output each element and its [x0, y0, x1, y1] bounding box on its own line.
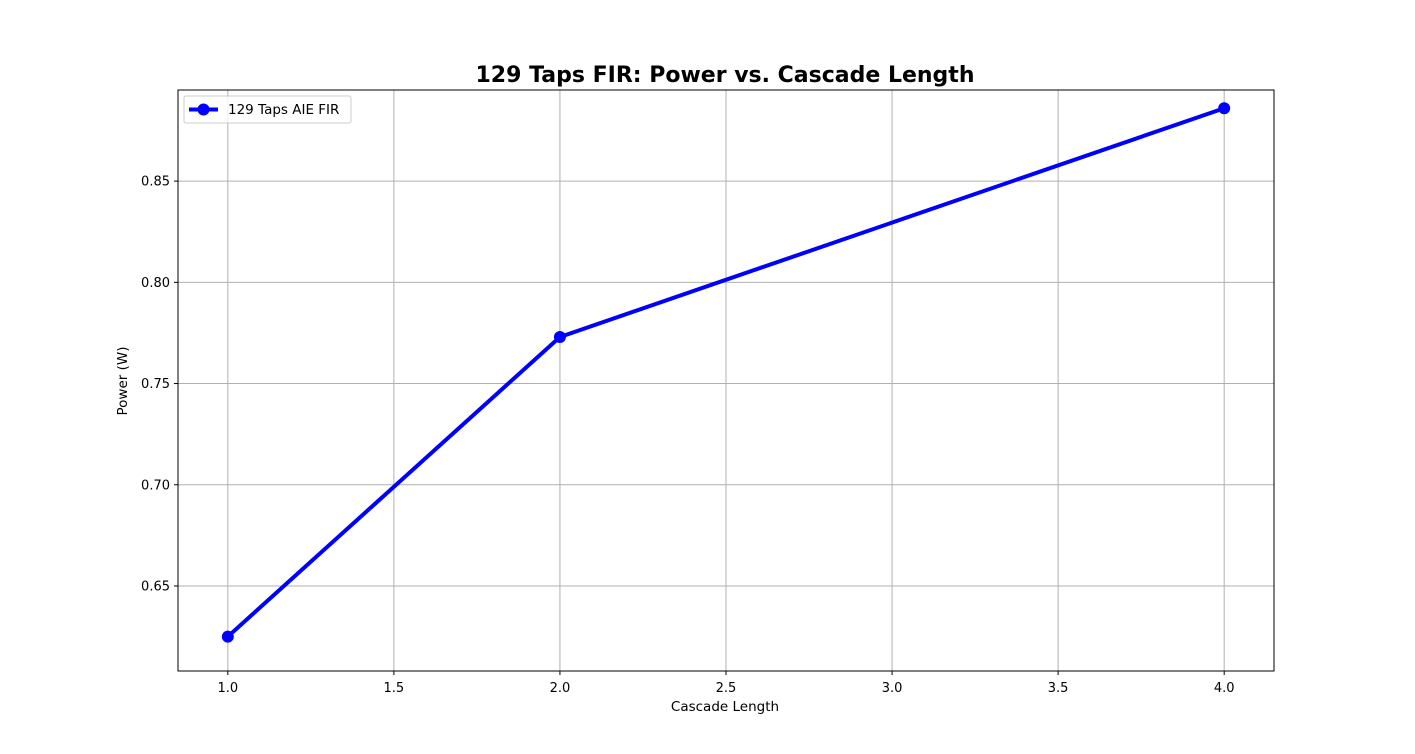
- x-tick-label: 4.0: [1214, 681, 1235, 696]
- y-axis-label: Power (W): [115, 347, 131, 416]
- y-tick-label: 0.75: [141, 377, 170, 392]
- y-tick-label: 0.65: [141, 579, 170, 594]
- x-tick-label: 1.0: [217, 681, 238, 696]
- legend-box: [183, 95, 352, 124]
- x-tick-label: 2.5: [716, 681, 737, 696]
- y-tick-label: 0.85: [141, 175, 170, 190]
- grid-lines: [178, 90, 1274, 671]
- axis-ticks: 1.0 1.5 2.0 2.5 3.0 3.5 4.0 0.65 0.70 0.75 0.80 0.8…: [141, 175, 1234, 696]
- legend-label: 129 Taps AIE FIR: [228, 102, 339, 118]
- data-point: [221, 630, 234, 643]
- chart-title: 129 Taps FIR: Power vs. Cascade Length: [476, 63, 975, 88]
- x-axis-label: Cascade Length: [671, 699, 779, 715]
- data-point: [553, 330, 566, 343]
- x-tick-label: 1.5: [384, 681, 405, 696]
- series-layer: [221, 102, 1231, 643]
- x-tick-label: 2.0: [550, 681, 571, 696]
- legend: 129 Taps AIE FIR: [183, 95, 352, 124]
- x-tick-label: 3.5: [1048, 681, 1069, 696]
- data-point: [1218, 102, 1231, 115]
- y-tick-label: 0.70: [141, 478, 170, 493]
- y-tick-label: 0.80: [141, 276, 170, 291]
- x-tick-label: 3.0: [882, 681, 903, 696]
- legend-series-marker: [197, 103, 210, 116]
